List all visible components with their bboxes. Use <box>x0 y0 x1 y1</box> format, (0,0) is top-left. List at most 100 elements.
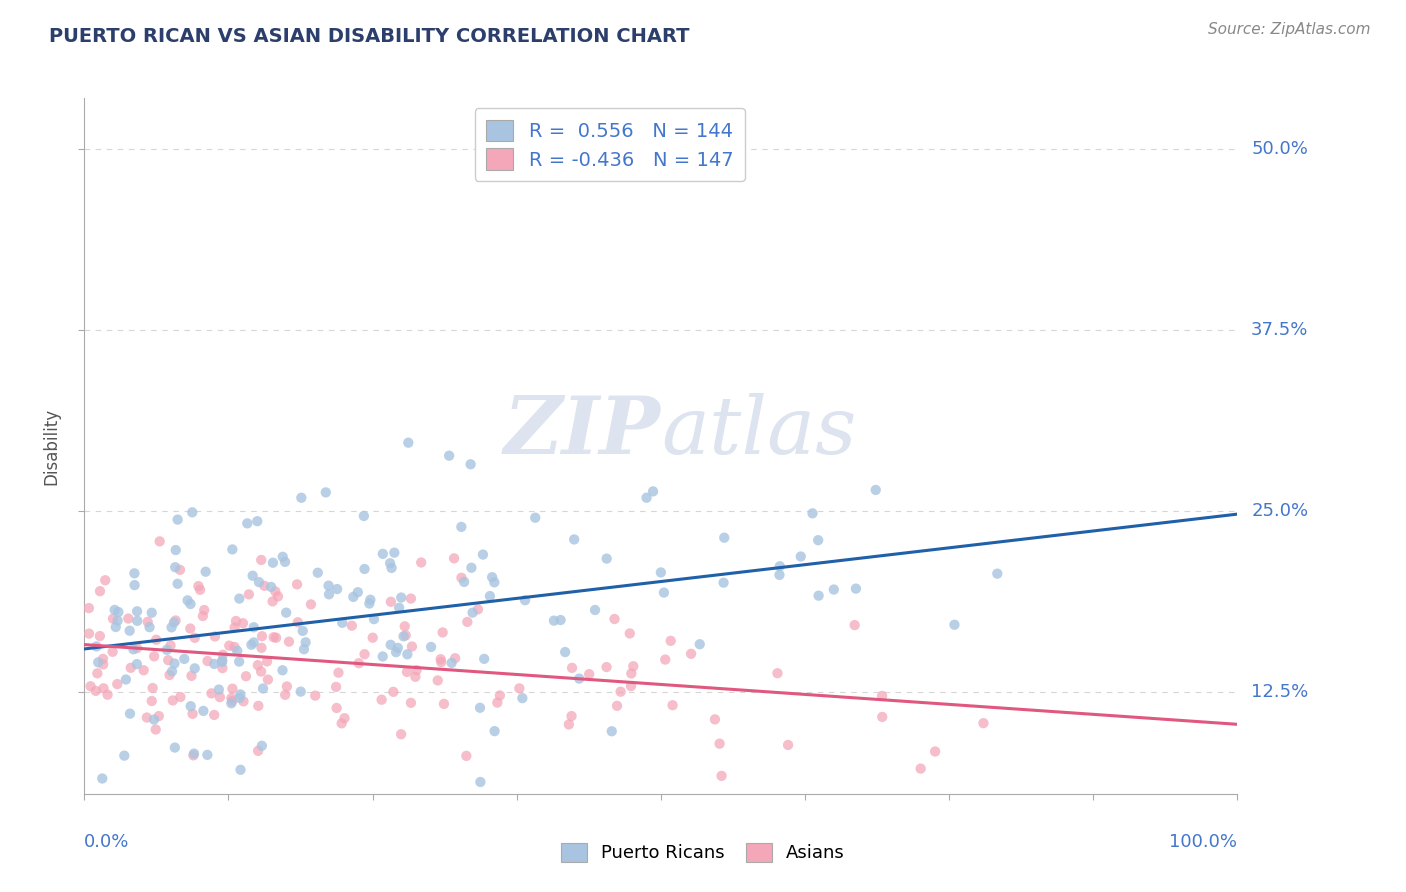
Point <box>267 590 290 604</box>
Point <box>274 555 297 569</box>
Point <box>396 648 419 662</box>
Point <box>200 686 222 700</box>
Point <box>325 701 347 715</box>
Point <box>560 709 582 723</box>
Point <box>394 619 416 633</box>
Point <box>661 698 683 713</box>
Point <box>845 582 868 596</box>
Point <box>181 706 204 721</box>
Point <box>467 602 489 616</box>
Point <box>238 587 260 601</box>
Point <box>353 508 375 523</box>
Point <box>659 633 682 648</box>
Point <box>389 727 412 741</box>
Point <box>443 551 465 566</box>
Point <box>444 651 467 665</box>
Text: atlas: atlas <box>661 393 856 471</box>
Point <box>228 655 250 669</box>
Text: 25.0%: 25.0% <box>1251 502 1309 520</box>
Point <box>292 642 315 657</box>
Point <box>870 710 893 724</box>
Point <box>208 690 231 705</box>
Point <box>183 661 205 675</box>
Point <box>124 566 146 581</box>
Point <box>187 579 209 593</box>
Point <box>181 505 204 519</box>
Point <box>318 587 340 601</box>
Point <box>823 582 845 597</box>
Point <box>195 747 218 762</box>
Text: 100.0%: 100.0% <box>1170 833 1237 851</box>
Point <box>304 689 326 703</box>
Point <box>381 561 404 575</box>
Point <box>359 597 381 611</box>
Point <box>105 677 128 691</box>
Point <box>512 691 534 706</box>
Point <box>274 688 297 702</box>
Point <box>433 697 456 711</box>
Point <box>382 546 405 560</box>
Point <box>242 568 264 582</box>
Point <box>986 566 1008 581</box>
Point <box>378 556 401 570</box>
Point <box>136 615 159 629</box>
Point <box>554 645 576 659</box>
Point <box>790 549 813 564</box>
Point <box>392 629 415 643</box>
Point <box>768 567 790 582</box>
Text: PUERTO RICAN VS ASIAN DISABILITY CORRELATION CHART: PUERTO RICAN VS ASIAN DISABILITY CORRELA… <box>49 27 690 45</box>
Point <box>149 534 172 549</box>
Point <box>166 576 188 591</box>
Point <box>689 637 711 651</box>
Point <box>127 614 149 628</box>
Point <box>578 667 600 681</box>
Point <box>486 696 509 710</box>
Point <box>371 649 394 664</box>
Point <box>118 706 141 721</box>
Point <box>432 625 454 640</box>
Point <box>484 575 506 590</box>
Point <box>404 670 426 684</box>
Point <box>399 591 422 606</box>
Point <box>208 682 231 697</box>
Point <box>204 630 226 644</box>
Point <box>713 575 735 590</box>
Point <box>600 724 623 739</box>
Point <box>256 654 278 668</box>
Point <box>405 663 427 677</box>
Point <box>127 641 149 656</box>
Point <box>865 483 887 497</box>
Point <box>271 549 294 564</box>
Point <box>145 632 167 647</box>
Point <box>619 626 641 640</box>
Point <box>228 690 250 705</box>
Point <box>252 681 274 696</box>
Point <box>290 684 312 698</box>
Point <box>411 556 433 570</box>
Point <box>188 582 211 597</box>
Point <box>122 642 145 657</box>
Point <box>450 571 472 585</box>
Point <box>453 574 475 589</box>
Point <box>910 762 932 776</box>
Point <box>709 737 731 751</box>
Point <box>160 620 183 634</box>
Point <box>370 692 392 706</box>
Point <box>346 585 368 599</box>
Point <box>169 690 191 704</box>
Point <box>460 560 482 574</box>
Point <box>117 611 139 625</box>
Point <box>437 449 460 463</box>
Point <box>163 615 186 630</box>
Point <box>165 560 187 574</box>
Point <box>162 693 184 707</box>
Point <box>382 685 405 699</box>
Point <box>89 584 111 599</box>
Point <box>609 684 631 698</box>
Point <box>641 484 664 499</box>
Point <box>163 740 186 755</box>
Point <box>104 603 127 617</box>
Point <box>595 660 617 674</box>
Point <box>440 656 463 670</box>
Point <box>180 699 202 714</box>
